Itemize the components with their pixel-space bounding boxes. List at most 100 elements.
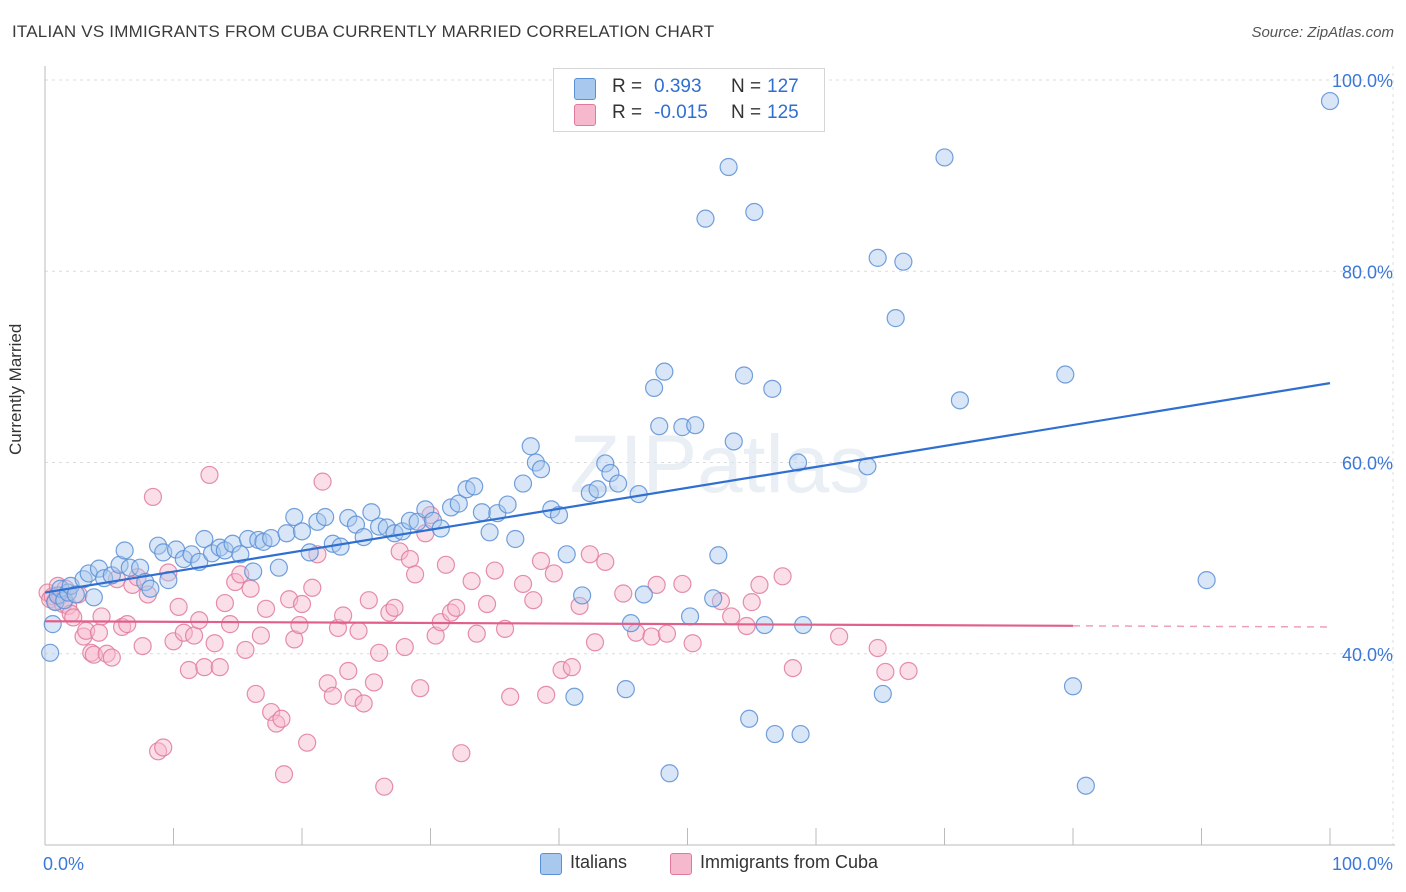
chart-title: ITALIAN VS IMMIGRANTS FROM CUBA CURRENTL… (12, 22, 715, 41)
italians-point (506, 529, 525, 549)
cuba-point (773, 567, 792, 586)
italians-point (609, 474, 628, 493)
italians-point (513, 474, 533, 493)
cuba-point (195, 658, 214, 677)
cuba-point (184, 626, 204, 645)
r-label: R = (612, 76, 643, 97)
italians-trend-line (44, 382, 1331, 594)
cuba-point (647, 575, 666, 595)
cuba-trend-line (44, 620, 1074, 627)
cuba-point (256, 599, 276, 618)
italians-point (400, 511, 420, 530)
cuba-point (143, 487, 163, 507)
cuba-point (552, 660, 571, 680)
italians-point (244, 562, 263, 581)
cuba-point (313, 472, 332, 491)
cuba-point (112, 617, 132, 637)
cuba-point (169, 597, 188, 616)
italians-point (644, 378, 664, 398)
italians-point (788, 453, 808, 472)
italians-point (1063, 677, 1083, 696)
italians-point (531, 460, 551, 479)
cuba-point (285, 630, 304, 649)
italians-point (292, 522, 312, 541)
cuba-point (537, 685, 556, 704)
cuba-point (477, 594, 497, 614)
italians-point (354, 527, 373, 547)
cuba-point (580, 545, 599, 564)
cuba-point (303, 578, 322, 597)
cuba-point (683, 634, 702, 653)
italians-point (269, 558, 288, 577)
italians-point (331, 537, 350, 556)
italians-point (634, 585, 653, 604)
italians-point (740, 709, 759, 728)
r-value: -0.015 (654, 102, 708, 123)
n-label: N = (731, 102, 762, 123)
axes (44, 66, 1395, 846)
cuba-point (830, 627, 849, 646)
x-tick-label: 0.0% (43, 854, 84, 874)
r-value: 0.393 (654, 76, 702, 97)
italians-point (709, 546, 728, 565)
cuba-point (868, 638, 887, 658)
cuba-point (385, 598, 404, 617)
italians-point (1076, 776, 1095, 795)
cuba-legend-swatch (670, 853, 692, 875)
cuba-point (272, 709, 291, 728)
cuba-point (344, 688, 363, 707)
cuba-point (246, 684, 265, 704)
cuba-point (722, 607, 741, 626)
cuba-point (205, 634, 224, 653)
cuba-point (89, 623, 109, 642)
italians-point (231, 545, 250, 564)
cuba-point (174, 623, 193, 642)
cuba-point (876, 662, 895, 682)
italians-point (873, 684, 892, 704)
italians-point (465, 477, 484, 496)
cuba-point (673, 574, 692, 594)
cuba-point (292, 594, 312, 614)
italians-point (686, 416, 705, 435)
y-tick-label: 100.0% (1332, 71, 1393, 91)
italians-point (660, 764, 679, 783)
cuba-point (154, 738, 173, 757)
cuba-point (400, 549, 420, 569)
legend-label: Italians (570, 852, 628, 872)
italians-point (573, 586, 592, 605)
cuba-point (742, 593, 761, 612)
italians-point (449, 494, 468, 513)
italians-point (1320, 91, 1340, 111)
legend-label: Immigrants from Cuba (700, 852, 879, 872)
cuba-point (395, 637, 414, 657)
italians-point (596, 454, 615, 473)
cuba-point (102, 648, 121, 667)
cuba-point (339, 661, 358, 681)
cuba-point (495, 619, 515, 638)
cuba-point (290, 615, 309, 635)
italians-point (724, 432, 743, 451)
cuba-point (334, 606, 353, 625)
cuba-point (524, 591, 543, 610)
n-value: 125 (767, 102, 799, 123)
cuba-point (133, 636, 152, 656)
italians-point (521, 437, 540, 456)
italians-point (935, 148, 954, 167)
italians-legend-swatch (540, 853, 562, 875)
italians-point (262, 528, 281, 548)
cuba-point (364, 673, 384, 692)
italians-point (1056, 365, 1075, 384)
tick-labels: 40.0% 60.0% 80.0% 100.0% 0.0% 100.0% (43, 71, 1393, 874)
italians-point (110, 555, 129, 574)
cuba-point (64, 608, 83, 627)
cuba-point (215, 593, 234, 613)
italians-point (704, 589, 723, 608)
cuba-point (544, 564, 563, 583)
italians-point (115, 541, 134, 560)
italians-point (480, 523, 499, 542)
cuba-point (210, 658, 229, 677)
cuba-point (462, 571, 481, 591)
italians-point (285, 507, 304, 527)
italians-point (182, 545, 201, 564)
n-value: 127 (767, 76, 799, 97)
